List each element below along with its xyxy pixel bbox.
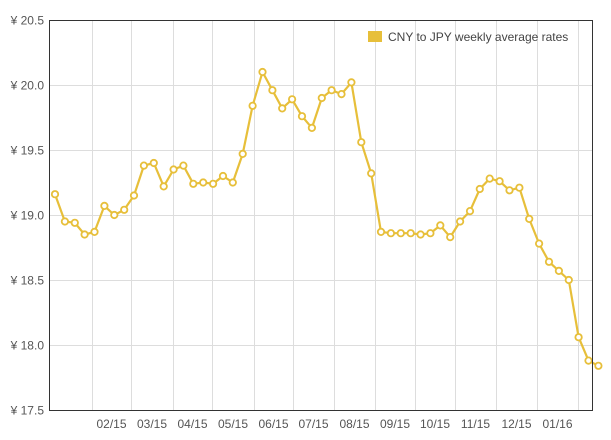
data-point[interactable] [515, 183, 524, 192]
data-point[interactable] [169, 165, 178, 174]
data-point[interactable] [386, 229, 395, 238]
data-point[interactable] [406, 229, 415, 238]
data-point[interactable] [436, 221, 445, 230]
data-point[interactable] [317, 93, 326, 103]
legend-label: CNY to JPY weekly average rates [388, 30, 568, 44]
data-point[interactable] [120, 205, 129, 214]
data-point[interactable] [465, 207, 475, 216]
data-point[interactable] [149, 158, 158, 168]
data-point[interactable] [100, 201, 109, 210]
data-point[interactable] [50, 190, 60, 199]
data-point[interactable] [159, 182, 168, 191]
data-point[interactable] [218, 171, 228, 181]
series-line [53, 70, 599, 367]
data-point[interactable] [574, 333, 583, 342]
data-point[interactable] [396, 229, 405, 238]
data-point[interactable] [564, 275, 573, 285]
data-point[interactable] [90, 227, 99, 236]
x-tick-label: 11/15 [461, 417, 490, 431]
x-tick-label: 07/15 [298, 417, 328, 431]
data-point[interactable] [268, 86, 277, 95]
data-point[interactable] [367, 169, 376, 178]
data-point[interactable] [278, 104, 287, 113]
data-point[interactable] [416, 230, 425, 239]
data-point[interactable] [179, 161, 188, 170]
data-point[interactable] [209, 179, 218, 188]
data-point[interactable] [446, 233, 455, 242]
data-point[interactable] [189, 179, 198, 188]
data-point[interactable] [60, 217, 70, 226]
data-point[interactable] [426, 229, 435, 238]
data-point[interactable] [287, 95, 297, 104]
data-point[interactable] [307, 123, 316, 133]
data-point[interactable] [357, 138, 366, 147]
data-point[interactable] [238, 149, 247, 158]
data-point[interactable] [475, 184, 484, 194]
data-point[interactable] [327, 86, 336, 95]
data-point[interactable] [594, 361, 603, 370]
data-point[interactable] [495, 177, 504, 186]
series-layer [50, 67, 603, 370]
plot-border [49, 20, 593, 411]
y-tick-label: ¥ 18.5 [10, 274, 45, 288]
y-tick-label: ¥ 19.5 [10, 144, 45, 158]
data-point[interactable] [110, 210, 119, 220]
gridlines [49, 20, 592, 410]
data-point[interactable] [525, 214, 534, 223]
data-point[interactable] [80, 230, 89, 239]
x-tick-label: 01/16 [542, 417, 572, 431]
data-point[interactable] [337, 90, 346, 99]
y-tick-label: ¥ 19.0 [10, 209, 45, 223]
x-axis-ticks: 02/15 03/15 04/15 05/15 06/15 07/15 08/15 09/15… [96, 417, 572, 431]
x-tick-label: 06/15 [258, 417, 288, 431]
data-point[interactable] [505, 186, 514, 195]
data-point[interactable] [554, 266, 564, 275]
data-point[interactable] [129, 191, 139, 200]
data-point[interactable] [347, 78, 356, 87]
x-tick-label: 03/15 [137, 417, 167, 431]
data-point[interactable] [297, 112, 307, 121]
x-tick-label: 12/15 [501, 417, 531, 431]
data-point[interactable] [139, 161, 148, 170]
data-point[interactable] [228, 178, 237, 187]
data-point[interactable] [455, 217, 465, 226]
x-tick-label: 04/15 [177, 417, 207, 431]
data-point[interactable] [376, 227, 386, 236]
data-point[interactable] [534, 239, 544, 248]
data-point[interactable] [248, 101, 257, 110]
x-tick-label: 02/15 [96, 417, 126, 431]
y-tick-label: ¥ 17.5 [10, 404, 45, 418]
data-point[interactable] [199, 178, 208, 187]
y-tick-label: ¥ 20.0 [10, 79, 45, 93]
y-tick-label: ¥ 18.0 [10, 339, 45, 353]
legend[interactable]: CNY to JPY weekly average rates [368, 30, 568, 44]
x-tick-label: 10/15 [420, 417, 450, 431]
x-tick-label: 05/15 [218, 417, 248, 431]
y-tick-label: ¥ 20.5 [10, 14, 45, 28]
data-point[interactable] [584, 356, 593, 365]
data-point[interactable] [544, 257, 554, 266]
data-point[interactable] [70, 218, 79, 227]
x-tick-label: 09/15 [380, 417, 410, 431]
legend-swatch [368, 31, 382, 42]
data-point[interactable] [258, 67, 267, 77]
x-tick-label: 08/15 [339, 417, 369, 431]
data-point[interactable] [485, 174, 494, 183]
y-axis-ticks: ¥ 17.5 ¥ 18.0 ¥ 18.5 ¥ 19.0 ¥ 19.5 ¥ 20.0 ¥ 20… [10, 14, 45, 418]
